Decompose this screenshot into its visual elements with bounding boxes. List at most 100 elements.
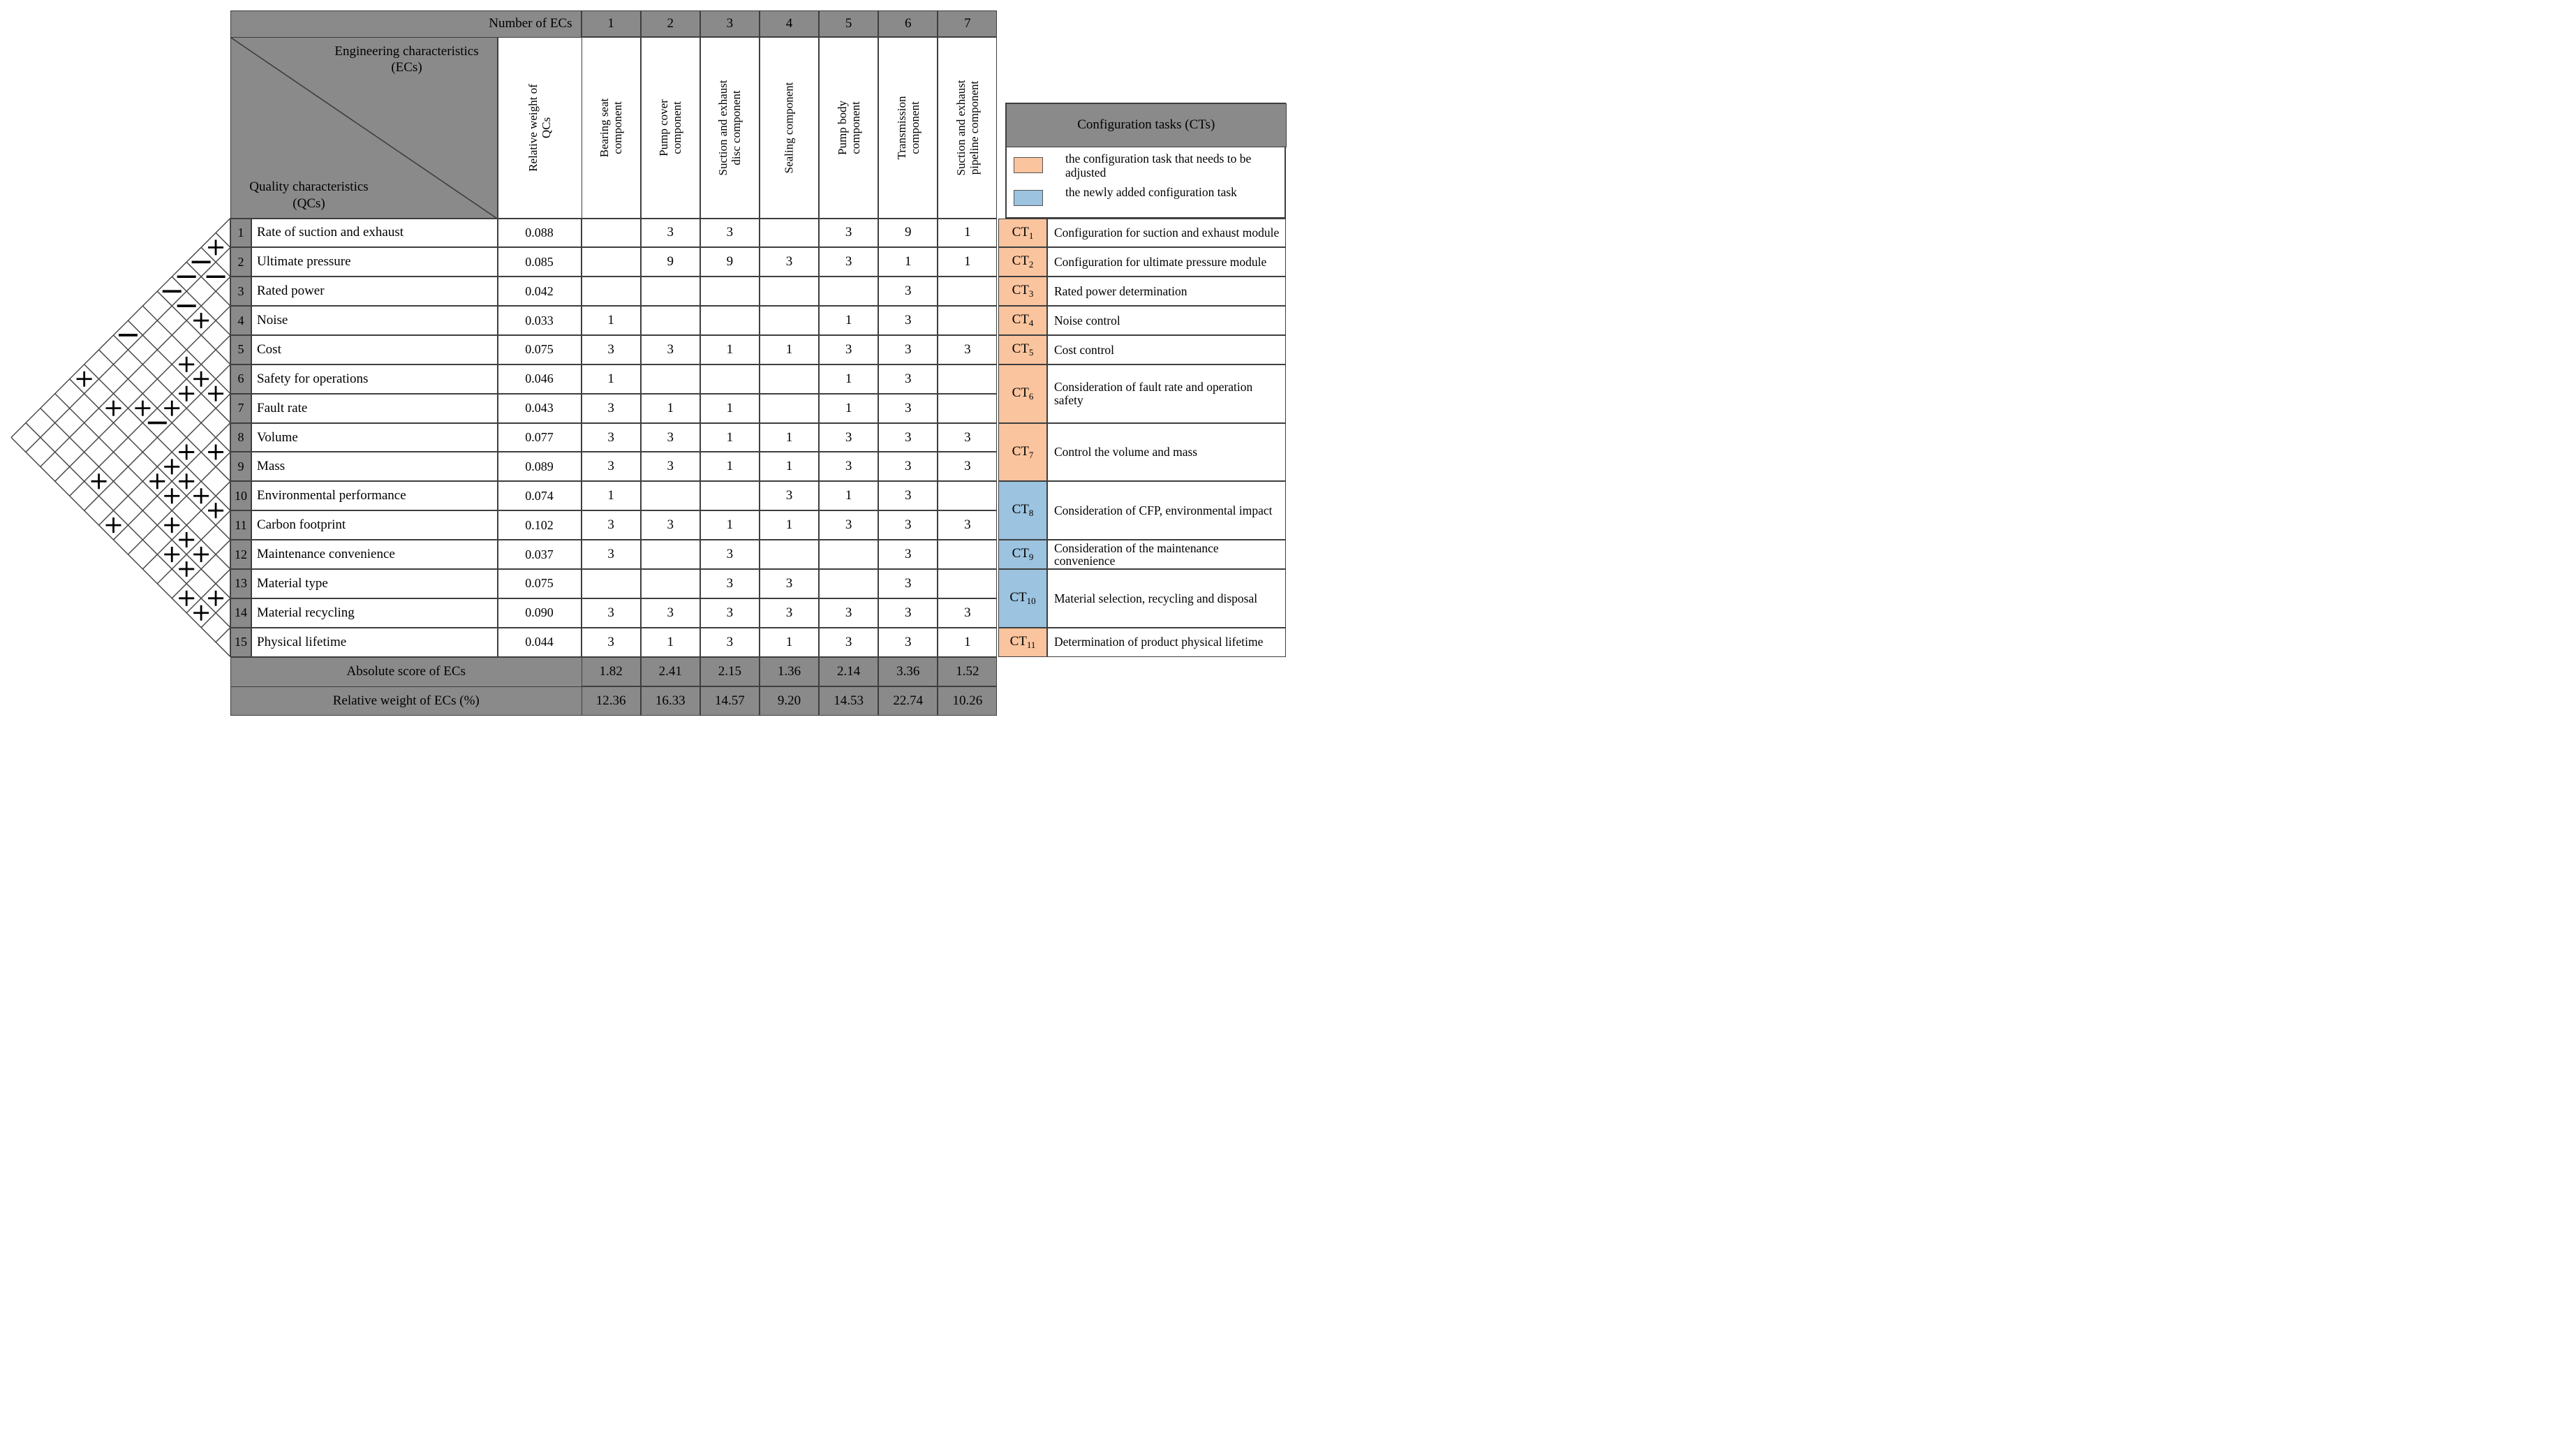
- ec-column-header-label: Pump cover component: [657, 98, 684, 156]
- relationship-cell: [759, 540, 820, 569]
- ec-column-header-label: Pump body component: [835, 100, 862, 155]
- relationship-cell: 9: [699, 247, 760, 277]
- qc-weight: 0.042: [497, 277, 582, 307]
- qc-weight: 0.033: [497, 306, 582, 335]
- ct-label: CT9: [1012, 546, 1034, 563]
- correlation-roof: [10, 217, 231, 658]
- relationship-cell: 3: [938, 452, 998, 482]
- ct-description: Configuration for ultimate pressure modu…: [1047, 247, 1286, 277]
- relationship-cell: [640, 481, 700, 511]
- roof-positive-mark: [193, 605, 209, 621]
- qc-name: Maintenance convenience: [251, 540, 498, 569]
- relationship-cell: 3: [699, 568, 760, 598]
- ec-column-header-label: Suction and exhaust disc component: [716, 80, 743, 175]
- absolute-score-value: 2.15: [699, 656, 760, 686]
- ct-description: Consideration of the maintenance conveni…: [1047, 540, 1286, 569]
- relationship-cell: 1: [759, 510, 820, 540]
- relationship-cell: [938, 364, 998, 394]
- row-number: 14: [230, 598, 251, 628]
- qc-name: Carbon footprint: [251, 510, 498, 540]
- ct-description: Configuration for suction and exhaust mo…: [1047, 218, 1286, 248]
- absolute-score-value: 3.36: [878, 656, 938, 686]
- qc-weight: 0.077: [497, 422, 582, 452]
- qc-name: Rate of suction and exhaust: [251, 218, 498, 248]
- relationship-cell: 3: [938, 422, 998, 452]
- relationship-cell: [759, 277, 820, 307]
- relationship-cell: 3: [581, 598, 641, 628]
- relationship-cell: 1: [819, 393, 879, 423]
- qc-weight: 0.090: [497, 598, 582, 628]
- relative-weight-value: 14.57: [699, 686, 760, 716]
- relationship-cell: 3: [878, 452, 938, 482]
- roof-positive-mark: [164, 488, 180, 504]
- ct-label-cell: CT1: [998, 218, 1047, 248]
- qc-weight: 0.088: [497, 218, 582, 248]
- relationship-cell: 3: [819, 218, 879, 248]
- ct-label-cell: CT11: [998, 627, 1047, 657]
- new-task-swatch: [1014, 189, 1043, 206]
- qc-weight: 0.089: [497, 452, 582, 482]
- relationship-cell: 3: [640, 452, 700, 482]
- row-number: 1: [230, 218, 251, 248]
- qc-name: Material type: [251, 568, 498, 598]
- row-number: 7: [230, 393, 251, 423]
- ct-label: CT6: [1012, 385, 1034, 401]
- roof-positive-mark: [105, 400, 121, 416]
- roof-positive-mark: [208, 590, 224, 606]
- absolute-score-value: 2.41: [640, 656, 700, 686]
- qc-name: Physical lifetime: [251, 627, 498, 657]
- row-number: 4: [230, 306, 251, 335]
- absolute-score-label: Absolute score of ECs: [346, 664, 466, 679]
- ct-label-cell: CT7: [998, 422, 1047, 482]
- ecs-axis-label: Engineering characteristics (ECs): [334, 43, 479, 75]
- relationship-cell: 3: [878, 334, 938, 364]
- qc-name: Fault rate: [251, 393, 498, 423]
- relationship-cell: 3: [819, 627, 879, 657]
- ct-label-cell: CT4: [998, 306, 1047, 335]
- roof-positive-mark: [164, 400, 180, 416]
- relationship-cell: [759, 364, 820, 394]
- relationship-cell: 3: [938, 334, 998, 364]
- roof-positive-mark: [105, 517, 121, 533]
- ec-column-header-label: Suction and exhaust pipeline component: [954, 80, 981, 175]
- ec-number-cell: 4: [759, 10, 820, 37]
- ct-description: Consideration of fault rate and operatio…: [1047, 364, 1286, 423]
- relationship-cell: 3: [878, 393, 938, 423]
- ct-label-cell: CT9: [998, 540, 1047, 569]
- roof-positive-mark: [179, 444, 195, 460]
- qc-name: Safety for operations: [251, 364, 498, 394]
- relationship-cell: 1: [581, 364, 641, 394]
- relationship-cell: 1: [759, 627, 820, 657]
- row-number: 8: [230, 422, 251, 452]
- relationship-cell: 1: [759, 334, 820, 364]
- ct-label: CT3: [1012, 283, 1034, 300]
- ct-description: Control the volume and mass: [1047, 422, 1286, 482]
- relationship-cell: 3: [819, 334, 879, 364]
- relationship-cell: 3: [878, 540, 938, 569]
- relative-weight-qcs-header: Relative weight of QCs: [497, 36, 582, 219]
- ec-column-header: Bearing seat component: [581, 36, 641, 219]
- relationship-cell: 9: [878, 218, 938, 248]
- relationship-cell: 3: [640, 510, 700, 540]
- row-number: 5: [230, 334, 251, 364]
- row-number: 3: [230, 277, 251, 307]
- ct-label: CT1: [1012, 224, 1034, 241]
- relationship-cell: 1: [581, 481, 641, 511]
- qcs-axis-label: Quality characteristics (QCs): [249, 179, 369, 211]
- relationship-cell: 3: [878, 422, 938, 452]
- relative-weight-value: 22.74: [878, 686, 938, 716]
- relationship-cell: [699, 277, 760, 307]
- row-number: 6: [230, 364, 251, 394]
- ct-label-cell: CT3: [998, 277, 1047, 307]
- ec-column-header-label: Sealing component: [782, 82, 796, 173]
- ct-label: CT2: [1012, 253, 1034, 270]
- ec-number-cell: 1: [581, 10, 641, 37]
- relationship-cell: 3: [699, 627, 760, 657]
- relative-weight-qcs-label: Relative weight of QCs: [526, 83, 553, 172]
- relationship-cell: 1: [759, 452, 820, 482]
- qc-weight: 0.102: [497, 510, 582, 540]
- relationship-cell: 3: [878, 481, 938, 511]
- roof-positive-mark: [76, 371, 92, 387]
- number-of-ecs-header: Number of ECs: [230, 10, 582, 38]
- relationship-cell: 3: [878, 510, 938, 540]
